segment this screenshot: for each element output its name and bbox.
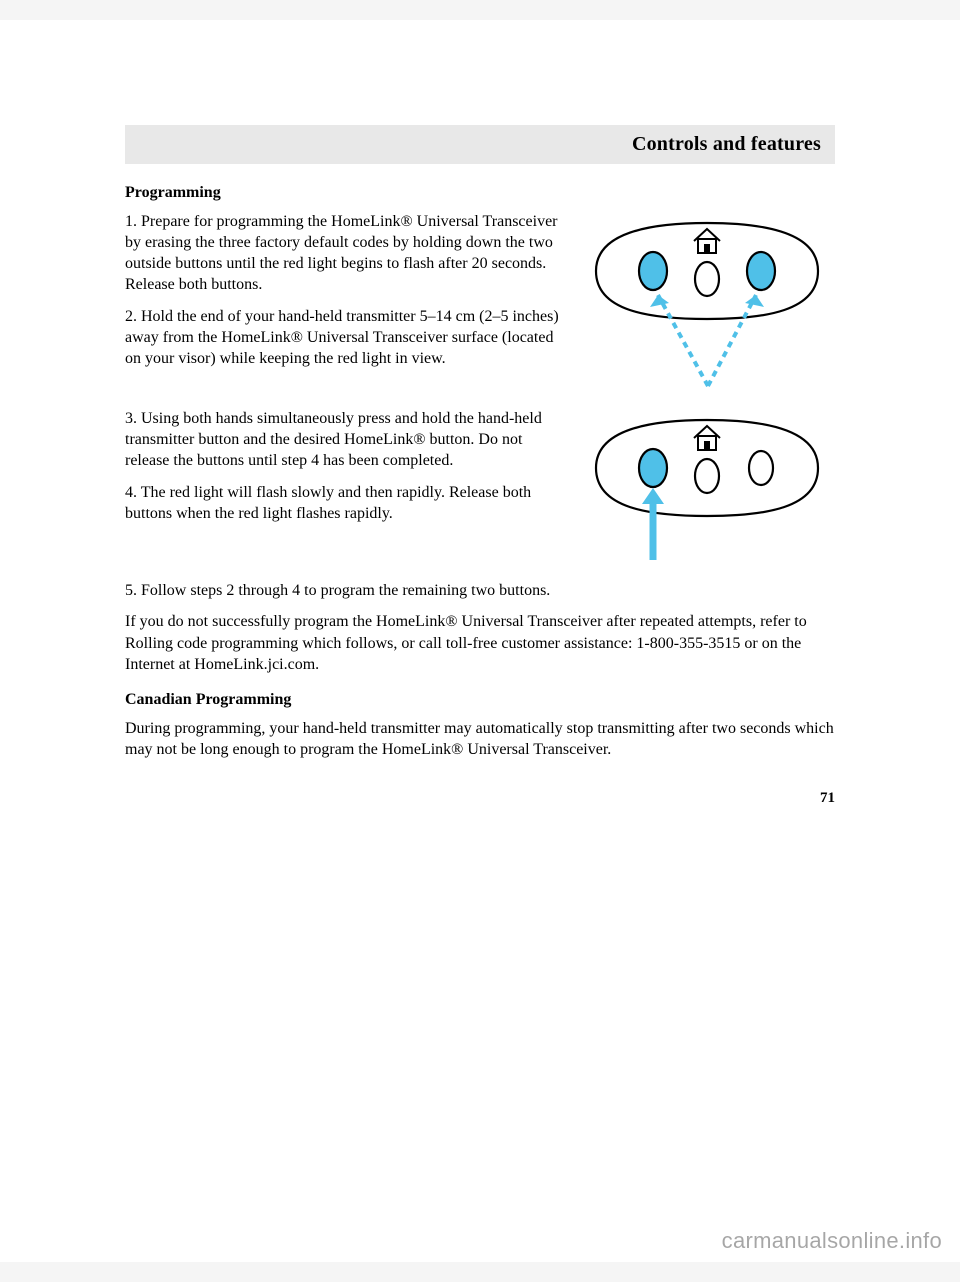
page-number: 71 — [125, 790, 835, 807]
section2-heading: Canadian Programming — [125, 689, 835, 710]
figure-2-svg — [580, 408, 835, 568]
page: Controls and features Programming — [0, 20, 960, 1262]
body-text: Programming — [125, 182, 835, 760]
section1-heading: Programming — [125, 182, 835, 203]
para-6: If you do not successfully program the H… — [125, 611, 835, 674]
header-bar: Controls and features — [125, 125, 835, 164]
figure-1-svg — [580, 211, 835, 396]
figure-1 — [580, 211, 835, 402]
para-5: 5. Follow steps 2 through 4 to program t… — [125, 580, 835, 601]
wrap-block-1: 1. Prepare for programming the HomeLink®… — [125, 211, 835, 408]
watermark: carmanualsonline.info — [722, 1228, 942, 1254]
wrap-block-2: 3. Using both hands simultaneously press… — [125, 408, 835, 580]
header-title: Controls and features — [632, 133, 821, 155]
para-7: During programming, your hand-held trans… — [125, 718, 835, 760]
figure-2 — [580, 408, 835, 574]
